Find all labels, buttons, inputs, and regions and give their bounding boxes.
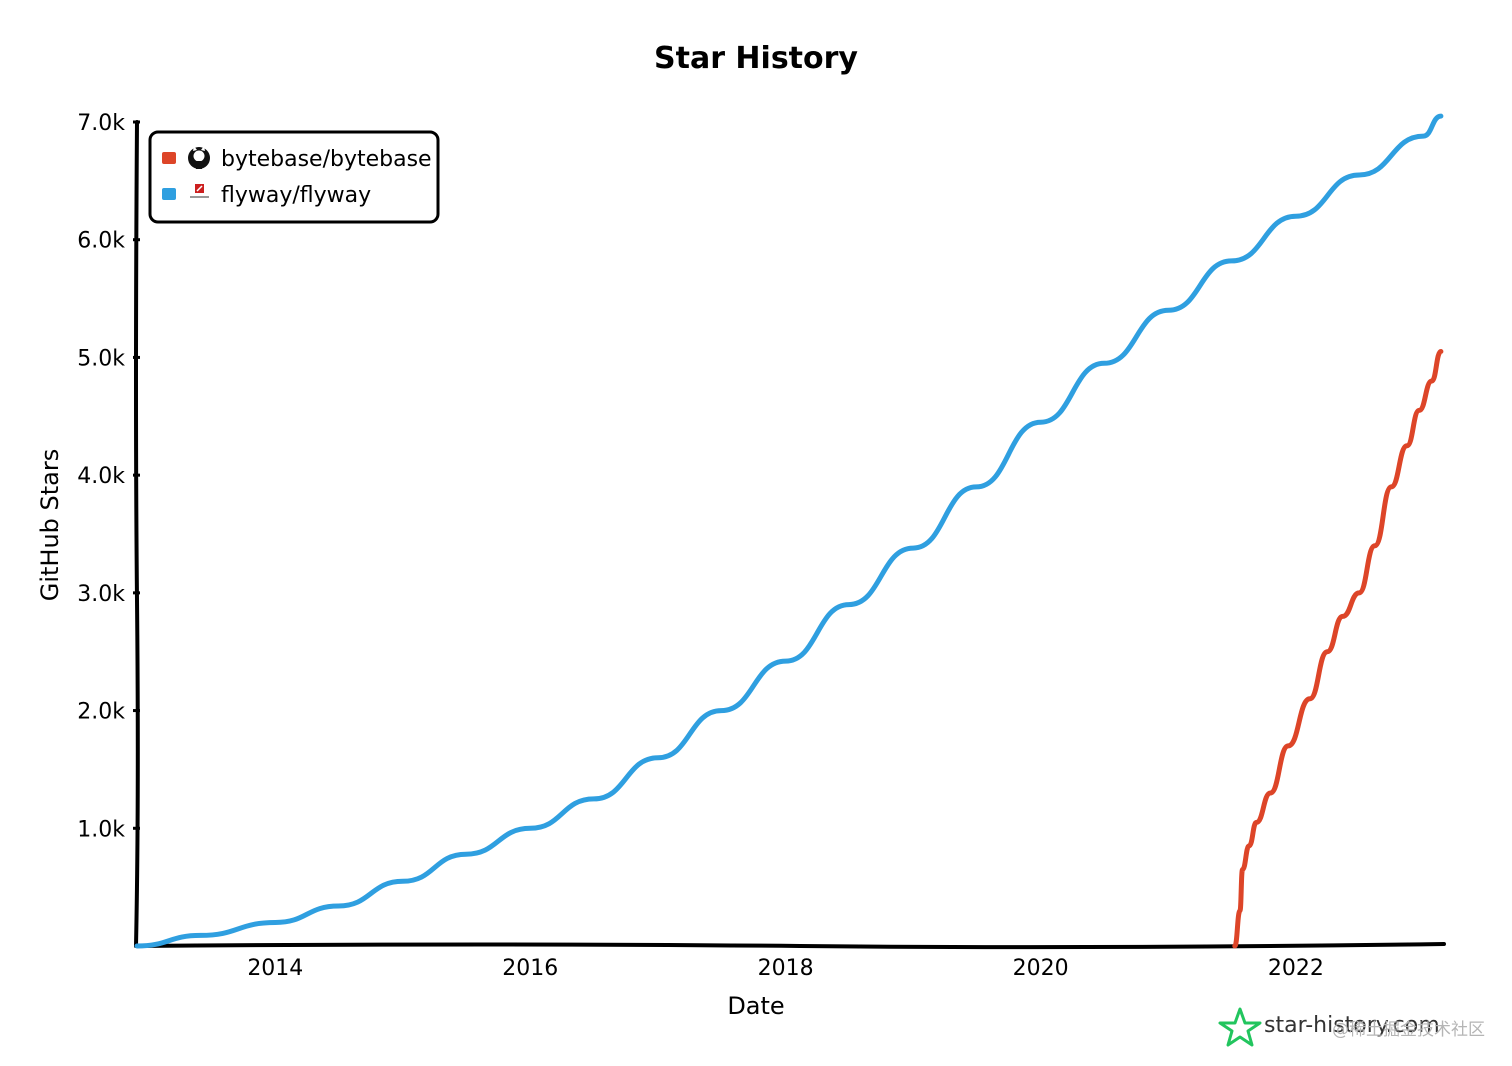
- legend-item-flyway[interactable]: flyway/flyway: [162, 183, 371, 208]
- y-tick-label: 2.0k: [77, 700, 125, 725]
- series-line-flyway: [134, 113, 1444, 949]
- legend-swatch-flyway: [162, 188, 176, 200]
- y-tick-label: 6.0k: [77, 229, 125, 254]
- legend-label-flyway: flyway/flyway: [221, 183, 371, 208]
- y-tick-label: 7.0k: [77, 111, 125, 136]
- y-axis-label: GitHub Stars: [36, 449, 64, 602]
- legend: bytebase/bytebase flyway/flyway: [148, 130, 440, 224]
- x-tick-label: 2016: [502, 956, 558, 981]
- watermark-text: @稀土掘金技术社区: [1332, 1020, 1485, 1040]
- brand-text: star-history.com: [1264, 1013, 1440, 1038]
- brand[interactable]: star-history.com: [1218, 1007, 1440, 1047]
- star-history-logo-icon: [1218, 1007, 1262, 1047]
- x-tick-label: 2022: [1268, 956, 1324, 981]
- y-tick-label: 3.0k: [77, 582, 125, 607]
- series-line-bytebase: [1232, 349, 1444, 949]
- y-axis-ticks: 1.0k 2.0k 3.0k 4.0k 5.0k 6.0k 7.0k: [77, 111, 140, 842]
- chart-title: Star History: [654, 41, 858, 76]
- y-tick-label: 5.0k: [77, 346, 125, 371]
- series-lines: [134, 113, 1444, 949]
- legend-item-bytebase[interactable]: bytebase/bytebase: [162, 146, 432, 172]
- x-axis-ticks: 2014 2016 2018 2020 2022: [247, 956, 1324, 981]
- legend-label-bytebase: bytebase/bytebase: [221, 147, 432, 172]
- y-axis-line: [134, 120, 140, 948]
- y-tick-label: 4.0k: [77, 464, 125, 489]
- x-axis-label: Date: [727, 992, 784, 1020]
- y-tick-label: 1.0k: [77, 817, 125, 842]
- x-axis-line: [134, 942, 1446, 950]
- x-tick-label: 2020: [1013, 956, 1069, 981]
- legend-box: [148, 130, 440, 224]
- github-icon: [188, 146, 210, 169]
- x-tick-label: 2014: [247, 956, 303, 981]
- axes: [134, 120, 1446, 950]
- flyway-logo-icon: [190, 184, 209, 198]
- x-tick-label: 2018: [758, 956, 814, 981]
- legend-swatch-bytebase: [162, 152, 176, 164]
